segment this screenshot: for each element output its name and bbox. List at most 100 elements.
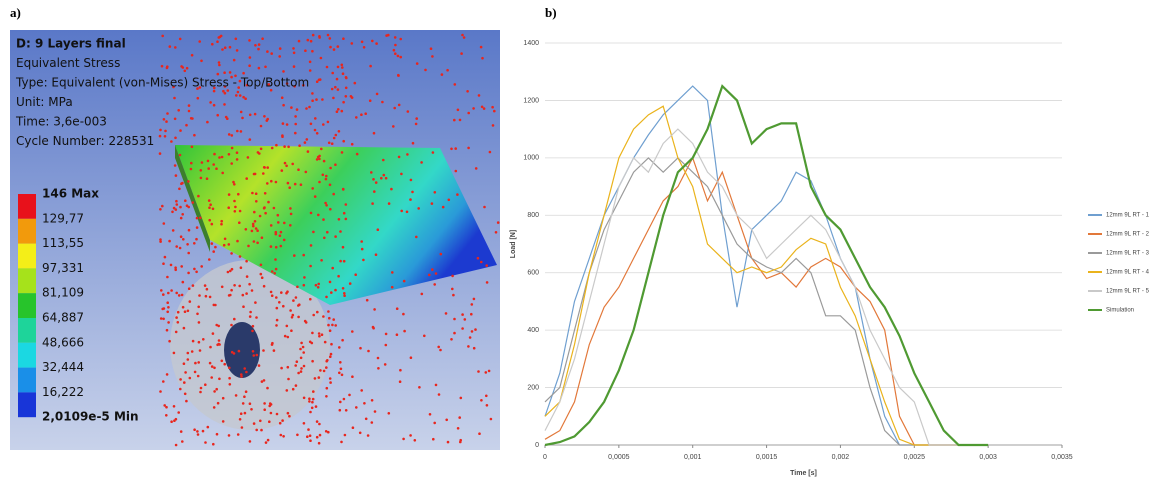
particle — [238, 79, 242, 83]
particle — [274, 232, 278, 236]
particle — [168, 239, 171, 243]
particle — [243, 411, 247, 415]
particle — [467, 345, 470, 348]
particle — [456, 427, 460, 430]
particle — [262, 379, 266, 382]
particle — [371, 202, 374, 205]
particle — [293, 254, 296, 257]
particle — [283, 161, 287, 165]
particle — [166, 112, 169, 115]
particle — [167, 291, 170, 295]
particle — [207, 167, 210, 170]
particle — [193, 133, 196, 137]
particle — [337, 218, 341, 221]
legend-label: 12mm 9L RT - 4 — [1106, 270, 1150, 276]
particle — [272, 349, 276, 352]
particle — [409, 434, 412, 437]
particle — [170, 289, 173, 292]
particle — [266, 166, 270, 169]
particle — [191, 201, 194, 204]
particle — [255, 316, 258, 319]
particle — [329, 207, 332, 211]
particle — [451, 287, 454, 291]
particle — [470, 312, 473, 316]
particle — [220, 219, 223, 223]
particle — [328, 183, 332, 187]
particle — [340, 109, 344, 113]
particle — [179, 235, 183, 238]
particle — [183, 310, 187, 314]
particle — [230, 350, 234, 354]
particle — [195, 270, 198, 274]
particle — [452, 293, 455, 297]
particle — [184, 371, 187, 374]
particle — [190, 350, 194, 353]
particle — [331, 323, 334, 327]
particle — [460, 52, 463, 55]
particle — [208, 295, 212, 299]
particle — [291, 387, 295, 391]
particle — [302, 283, 306, 287]
particle — [487, 369, 491, 373]
particle — [181, 440, 184, 443]
particle — [294, 115, 297, 118]
particle — [179, 216, 183, 220]
particle — [174, 330, 178, 334]
particle — [230, 75, 233, 79]
particle — [158, 152, 162, 155]
particle — [259, 263, 263, 267]
particle — [214, 245, 217, 249]
particle — [309, 439, 312, 443]
particle — [374, 253, 378, 256]
particle — [195, 226, 199, 229]
particle — [328, 280, 332, 284]
particle — [201, 429, 205, 433]
particle — [191, 117, 194, 120]
x-tick-label: 0,0005 — [608, 454, 630, 461]
particle — [261, 37, 264, 40]
particle — [415, 62, 419, 65]
particle — [325, 295, 328, 299]
particle — [451, 274, 454, 278]
particle — [313, 195, 317, 198]
particle — [322, 123, 325, 126]
y-tick-label: 1200 — [523, 97, 539, 104]
particle — [280, 96, 284, 99]
particle — [393, 106, 397, 110]
particle — [327, 430, 330, 434]
particle — [282, 238, 286, 242]
particle — [474, 328, 477, 331]
particle — [252, 422, 256, 425]
particle — [472, 297, 476, 301]
particle — [223, 91, 227, 95]
y-tick-label: 800 — [527, 212, 539, 219]
particle — [228, 376, 231, 380]
particle — [285, 82, 289, 85]
particle — [260, 428, 263, 432]
particle — [263, 402, 266, 405]
particle — [274, 245, 278, 249]
particle — [367, 349, 370, 353]
particle — [234, 205, 237, 209]
particle — [199, 176, 203, 180]
particle — [317, 441, 321, 445]
particle — [450, 147, 453, 151]
particle — [187, 205, 190, 209]
particle — [285, 164, 288, 168]
particle — [370, 421, 374, 424]
particle — [210, 376, 213, 379]
particle — [239, 266, 243, 270]
particle — [299, 370, 303, 373]
particle — [242, 305, 245, 309]
legend-label: 12mm 9L RT - 5 — [1106, 289, 1150, 295]
particle — [178, 37, 182, 41]
particle — [275, 143, 278, 147]
particle — [368, 99, 372, 102]
particle — [363, 402, 366, 405]
particle — [223, 103, 226, 106]
particle — [251, 191, 254, 195]
particle — [322, 315, 325, 318]
particle — [170, 420, 173, 424]
legend-swatch — [18, 243, 36, 269]
particle — [241, 293, 245, 297]
